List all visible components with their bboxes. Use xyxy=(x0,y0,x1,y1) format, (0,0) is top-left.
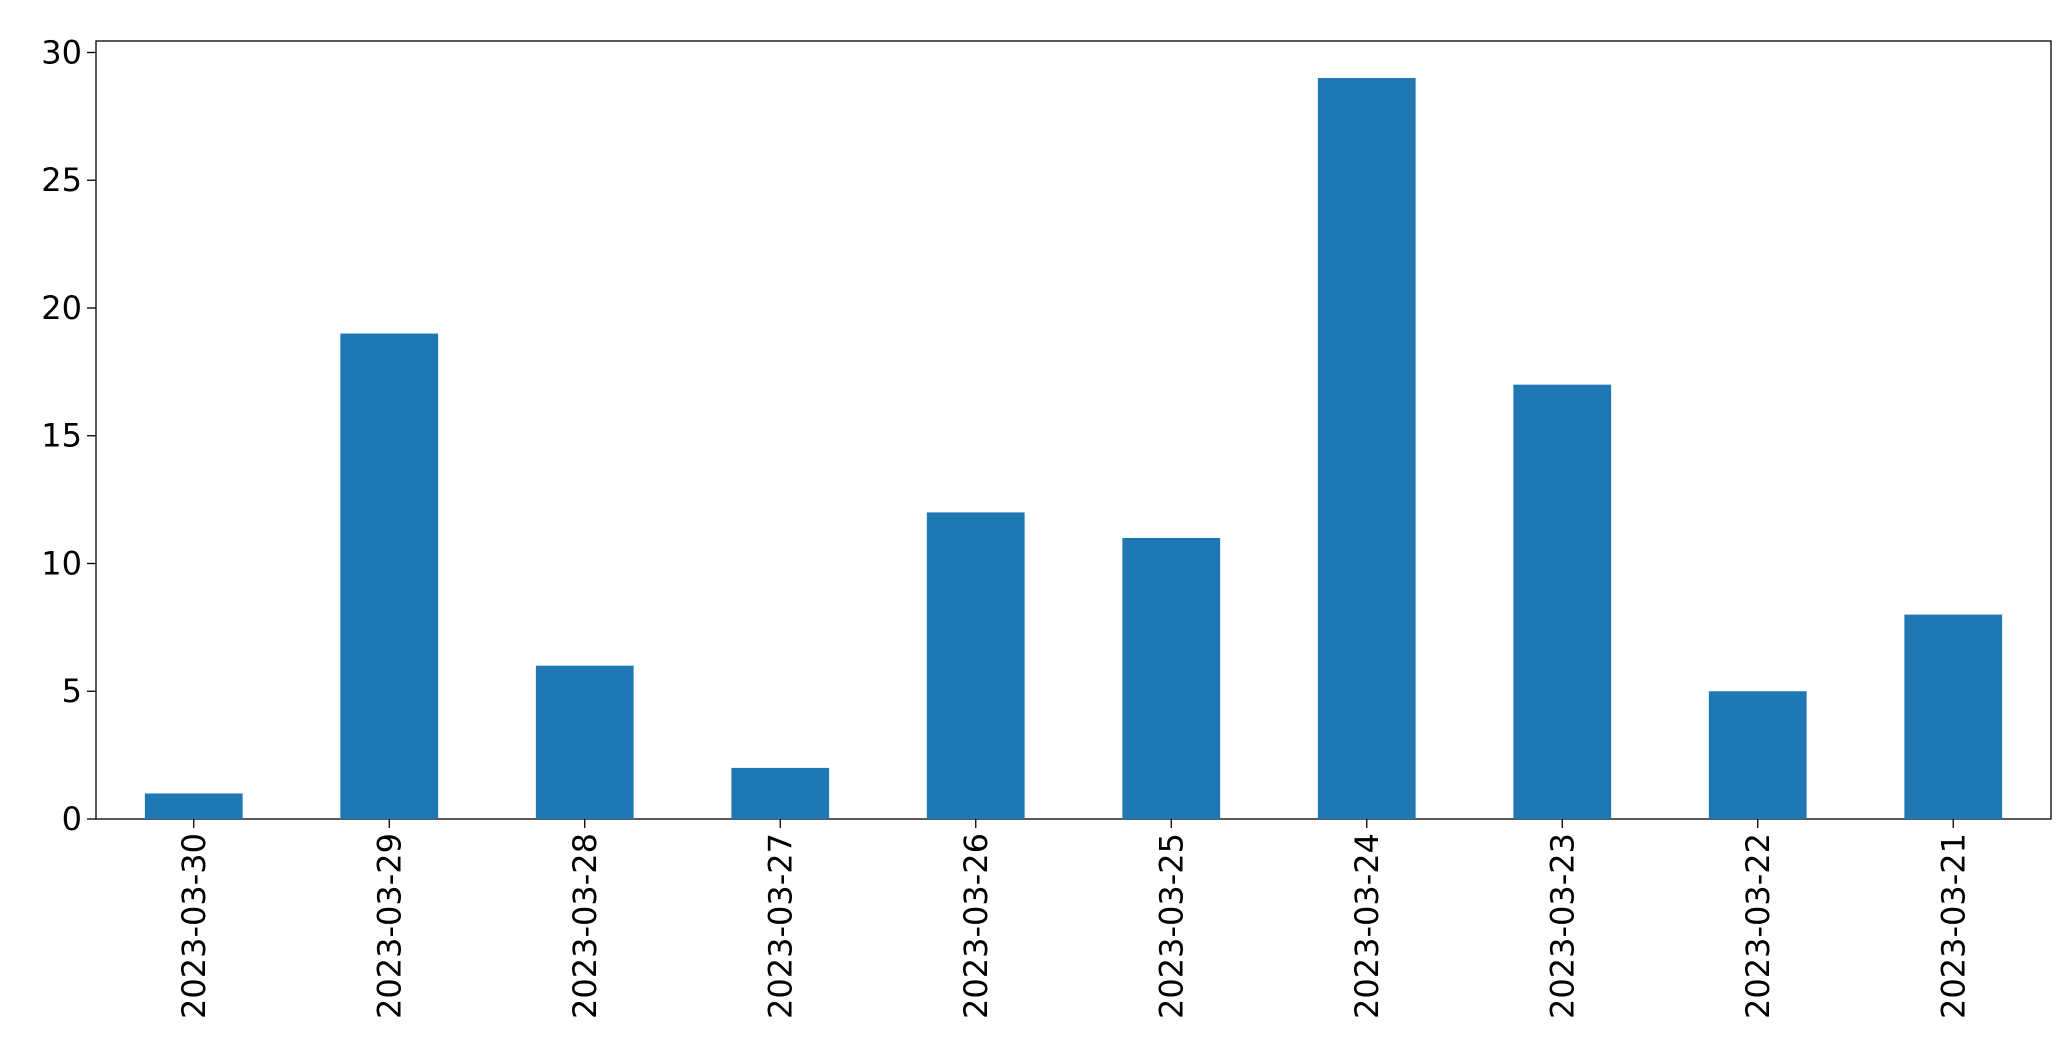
x-tick-label: 2023-03-26 xyxy=(957,833,995,1019)
y-tick-label: 15 xyxy=(41,417,82,455)
y-tick-label: 5 xyxy=(62,672,82,710)
y-tick-label: 25 xyxy=(41,161,82,199)
y-tick-label: 30 xyxy=(41,33,82,71)
x-tick-label: 2023-03-25 xyxy=(1152,833,1190,1019)
bar xyxy=(926,512,1025,819)
x-tick-label: 2023-03-22 xyxy=(1739,833,1777,1019)
bar xyxy=(1513,384,1612,819)
y-tick-label: 20 xyxy=(41,289,82,327)
plot-frame xyxy=(95,40,2052,820)
bar xyxy=(340,333,439,819)
bar xyxy=(144,793,243,819)
x-tick-label: 2023-03-29 xyxy=(370,833,408,1019)
bar xyxy=(1708,691,1807,819)
y-tick-label: 10 xyxy=(41,544,82,582)
bar xyxy=(1904,614,2003,819)
x-tick-label: 2023-03-30 xyxy=(175,833,213,1019)
bar xyxy=(1122,537,1221,819)
x-tick-label: 2023-03-23 xyxy=(1543,833,1581,1019)
y-tick-label: 0 xyxy=(62,800,82,838)
bar xyxy=(1317,78,1416,820)
x-tick-label: 2023-03-27 xyxy=(761,833,799,1019)
bar xyxy=(731,767,830,819)
x-tick-label: 2023-03-28 xyxy=(566,833,604,1019)
x-tick-label: 2023-03-21 xyxy=(1934,833,1972,1019)
x-tick-label: 2023-03-24 xyxy=(1348,833,1386,1019)
bar xyxy=(535,665,634,819)
